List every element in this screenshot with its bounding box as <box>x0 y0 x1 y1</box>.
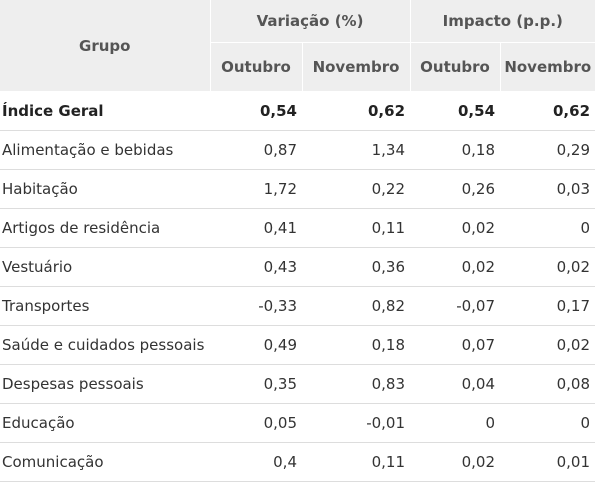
table-row: Transportes -0,33 0,82 -0,07 0,17 <box>0 286 595 326</box>
table-row: Artigos de residência 0,41 0,11 0,02 0 <box>0 208 595 248</box>
header-variation: Variação (%) <box>210 0 411 43</box>
group-cell: Transportes <box>0 286 210 326</box>
variation-october-cell: -0,33 <box>210 286 302 326</box>
variation-october-cell: 0,43 <box>210 247 302 287</box>
impact-november-cell: 0,02 <box>500 247 595 287</box>
group-cell: Artigos de residência <box>0 208 210 248</box>
variation-november-cell: 0,82 <box>302 286 411 326</box>
impact-october-cell: 0 <box>410 403 501 443</box>
header-variation-november: Novembro <box>302 42 411 92</box>
variation-november-cell: 0,11 <box>302 208 411 248</box>
impact-october-cell: 0,02 <box>410 247 501 287</box>
impact-november-cell: 0,02 <box>500 325 595 365</box>
group-cell: Índice Geral <box>0 91 210 131</box>
group-cell: Saúde e cuidados pessoais <box>0 325 210 365</box>
variation-november-cell: -0,01 <box>302 403 411 443</box>
table-header: Grupo Variação (%) Impacto (p.p.) Outubr… <box>0 0 595 92</box>
impact-october-cell: 0,26 <box>410 169 501 209</box>
header-impact-november: Novembro <box>500 42 595 92</box>
impact-november-cell: 0,08 <box>500 364 595 404</box>
impact-october-cell: -0,07 <box>410 286 501 326</box>
header-variation-october: Outubro <box>210 42 303 92</box>
impact-november-cell: 0 <box>500 403 595 443</box>
impact-october-cell: 0,02 <box>410 442 501 482</box>
table-row: Alimentação e bebidas 0,87 1,34 0,18 0,29 <box>0 130 595 170</box>
variation-november-cell: 0,62 <box>302 91 411 131</box>
variation-october-cell: 0,87 <box>210 130 302 170</box>
header-group: Grupo <box>0 0 211 92</box>
group-cell: Alimentação e bebidas <box>0 130 210 170</box>
table-row: Habitação 1,72 0,22 0,26 0,03 <box>0 169 595 209</box>
variation-october-cell: 0,54 <box>210 91 302 131</box>
impact-november-cell: 0,17 <box>500 286 595 326</box>
group-cell: Habitação <box>0 169 210 209</box>
impact-october-cell: 0,54 <box>410 91 501 131</box>
impact-october-cell: 0,07 <box>410 325 501 365</box>
table-row: Saúde e cuidados pessoais 0,49 0,18 0,07 0,0… <box>0 325 595 365</box>
group-cell: Despesas pessoais <box>0 364 210 404</box>
group-cell: Educação <box>0 403 210 443</box>
table-row: Despesas pessoais 0,35 0,83 0,04 0,08 <box>0 364 595 404</box>
variation-november-cell: 1,34 <box>302 130 411 170</box>
variation-november-cell: 0,18 <box>302 325 411 365</box>
variation-october-cell: 0,35 <box>210 364 302 404</box>
variation-november-cell: 0,22 <box>302 169 411 209</box>
table-row: Vestuário 0,43 0,36 0,02 0,02 <box>0 247 595 287</box>
impact-november-cell: 0 <box>500 208 595 248</box>
table-row: Educação 0,05 -0,01 0 0 <box>0 403 595 443</box>
impact-november-cell: 0,29 <box>500 130 595 170</box>
group-cell: Comunicação <box>0 442 210 482</box>
variation-november-cell: 0,36 <box>302 247 411 287</box>
header-impact: Impacto (p.p.) <box>410 0 595 43</box>
impact-october-cell: 0,04 <box>410 364 501 404</box>
variation-october-cell: 0,05 <box>210 403 302 443</box>
variation-october-cell: 0,49 <box>210 325 302 365</box>
variation-october-cell: 0,41 <box>210 208 302 248</box>
table-body: Índice Geral 0,54 0,62 0,54 0,62 Alimentação … <box>0 91 595 482</box>
variation-november-cell: 0,83 <box>302 364 411 404</box>
impact-october-cell: 0,18 <box>410 130 501 170</box>
group-cell: Vestuário <box>0 247 210 287</box>
impact-november-cell: 0,62 <box>500 91 595 131</box>
table-row: Índice Geral 0,54 0,62 0,54 0,62 <box>0 91 595 131</box>
impact-october-cell: 0,02 <box>410 208 501 248</box>
header-impact-october: Outubro <box>410 42 501 92</box>
impact-november-cell: 0,03 <box>500 169 595 209</box>
variation-october-cell: 1,72 <box>210 169 302 209</box>
